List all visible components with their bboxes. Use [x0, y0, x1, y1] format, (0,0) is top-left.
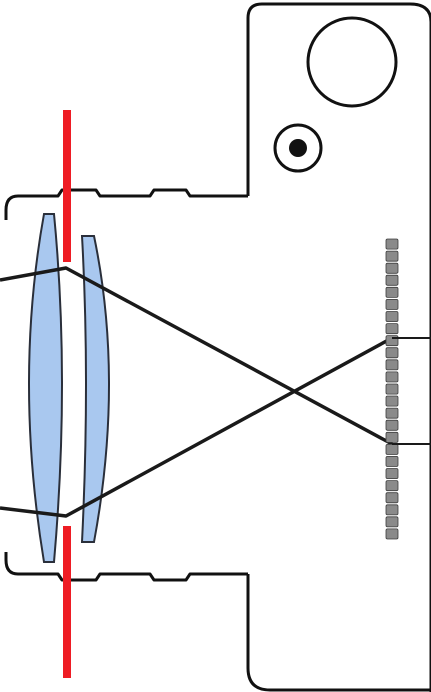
sensor-cell: [385, 516, 399, 528]
lens-barrel-bottom: [4, 552, 248, 582]
sensor-cell: [385, 238, 399, 250]
mode-dial: [306, 16, 398, 108]
camera-body-outline: [246, 2, 431, 692]
sensor-cell: [385, 419, 399, 431]
rear-lens-element: [80, 235, 110, 543]
shutter-button-dot: [289, 139, 307, 157]
sensor-cell: [385, 286, 399, 298]
sensor-cell: [385, 250, 399, 262]
camera-body-outline-lower: [246, 574, 431, 692]
sensor-cell: [385, 311, 399, 323]
sensor-cell: [385, 371, 399, 383]
ray-lower: [0, 336, 393, 518]
sensor-cell: [385, 492, 399, 504]
sensor-cell: [385, 323, 399, 335]
sensor-cell: [385, 455, 399, 467]
sensor-cell: [385, 504, 399, 516]
ray-upper: [0, 266, 393, 446]
sensor-cell: [385, 262, 399, 274]
sensor-cell: [385, 528, 399, 540]
sensor-cell: [385, 298, 399, 310]
sensor-cell: [385, 383, 399, 395]
image-sensor: [385, 238, 399, 540]
aperture-blade-top: [63, 110, 71, 262]
sensor-cell: [385, 359, 399, 371]
lens-barrel-top: [4, 188, 248, 220]
sensor-cell: [385, 274, 399, 286]
sensor-cell: [385, 407, 399, 419]
sensor-cell: [385, 431, 399, 443]
sensor-cell: [385, 443, 399, 455]
aperture-blade-bottom: [63, 526, 71, 678]
sensor-cell: [385, 468, 399, 480]
sensor-cell: [385, 347, 399, 359]
sensor-cell: [385, 480, 399, 492]
sensor-cell: [385, 395, 399, 407]
front-lens-element: [28, 213, 63, 563]
